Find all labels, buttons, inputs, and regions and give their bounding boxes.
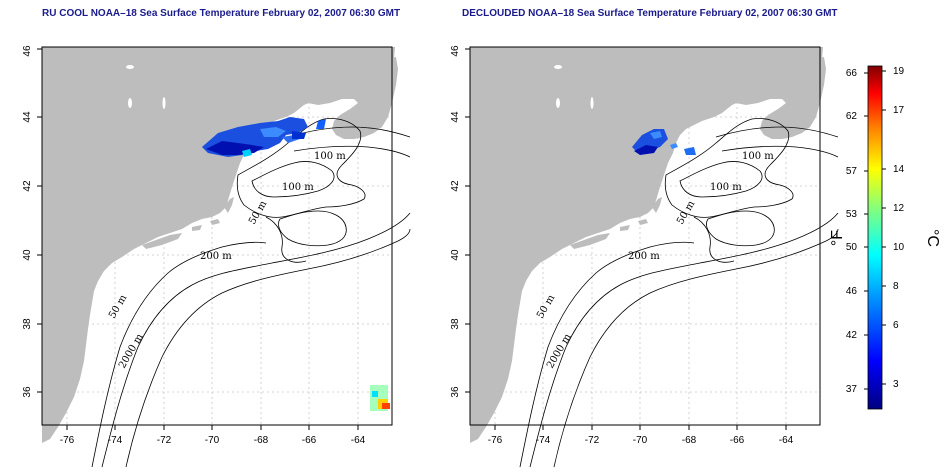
contour-label: 100 m <box>710 182 742 193</box>
y-tick-label: 42 <box>450 180 461 192</box>
contour-label: 100 m <box>314 151 346 162</box>
colorbar-c-tick: 12 <box>893 203 905 214</box>
right-map-title: DECLOUDED NOAA–18 Sea Surface Temperatur… <box>462 8 838 19</box>
x-tick-label: -66 <box>730 435 745 446</box>
colorbar-f-tick: 50 <box>846 242 858 253</box>
y-tick-label: 44 <box>22 111 33 123</box>
left-sst-data <box>202 117 390 411</box>
y-tick-label: 46 <box>450 45 461 57</box>
y-tick-label: 44 <box>450 111 461 123</box>
temperature-colorbar: 66 62 57 53 50 46 42 37 19 17 14 12 10 8… <box>829 65 941 410</box>
x-tick-label: -72 <box>585 435 600 446</box>
y-tick-label: 40 <box>450 249 461 261</box>
colorbar-gradient <box>867 65 883 410</box>
x-tick-label: -70 <box>633 435 648 446</box>
contour-label: 100 m <box>282 182 314 193</box>
y-tick-label: 42 <box>22 180 33 192</box>
left-map-panel: 100 m 100 m 50 m 200 m 50 m 2000 m -76 -… <box>22 45 411 468</box>
x-tick-label: -72 <box>157 435 172 446</box>
x-tick-label: -68 <box>254 435 269 446</box>
x-tick-label: -76 <box>488 435 503 446</box>
fahrenheit-unit-label: °F <box>829 230 846 246</box>
x-tick-label: -68 <box>682 435 697 446</box>
x-tick-label: -64 <box>351 435 366 446</box>
left-map-title: RU COOL NOAA–18 Sea Surface Temperature … <box>42 8 401 19</box>
contour-label: 100 m <box>742 151 774 162</box>
x-tick-label: -76 <box>60 435 75 446</box>
y-tick-label: 36 <box>22 386 33 398</box>
right-map-lakes <box>554 65 594 109</box>
colorbar-c-tick: 10 <box>893 242 905 253</box>
colorbar-f-tick: 42 <box>846 330 858 341</box>
y-tick-label: 46 <box>22 45 33 57</box>
x-tick-label: -70 <box>205 435 220 446</box>
y-tick-label: 40 <box>22 249 33 261</box>
y-tick-label: 38 <box>450 318 461 330</box>
colorbar-c-tick: 14 <box>893 164 905 175</box>
contour-label: 200 m <box>628 251 660 262</box>
colorbar-c-tick: 8 <box>893 281 899 292</box>
colorbar-c-tick: 6 <box>893 320 899 331</box>
contour-label: 200 m <box>200 251 232 262</box>
colorbar-c-tick: 19 <box>893 66 905 77</box>
y-tick-label: 38 <box>22 318 33 330</box>
x-tick-label: -64 <box>779 435 794 446</box>
y-tick-label: 36 <box>450 386 461 398</box>
colorbar-f-tick: 46 <box>846 286 858 297</box>
right-map-panel: 100 m 100 m 50 m 200 m 50 m 2000 m -76 -… <box>450 45 839 468</box>
right-sst-data <box>632 129 696 155</box>
colorbar-f-tick: 53 <box>846 209 858 220</box>
x-tick-label: -66 <box>302 435 317 446</box>
colorbar-c-tick: 3 <box>893 379 899 390</box>
celsius-unit-label: °C <box>924 229 941 247</box>
colorbar-f-tick: 37 <box>846 384 858 395</box>
x-tick-label: -74 <box>536 435 551 446</box>
colorbar-f-tick: 62 <box>846 111 858 122</box>
colorbar-f-tick: 57 <box>846 166 858 177</box>
colorbar-f-tick: 66 <box>846 68 858 79</box>
x-tick-label: -74 <box>108 435 123 446</box>
left-map-lakes <box>126 65 166 109</box>
colorbar-c-tick: 17 <box>893 105 905 116</box>
